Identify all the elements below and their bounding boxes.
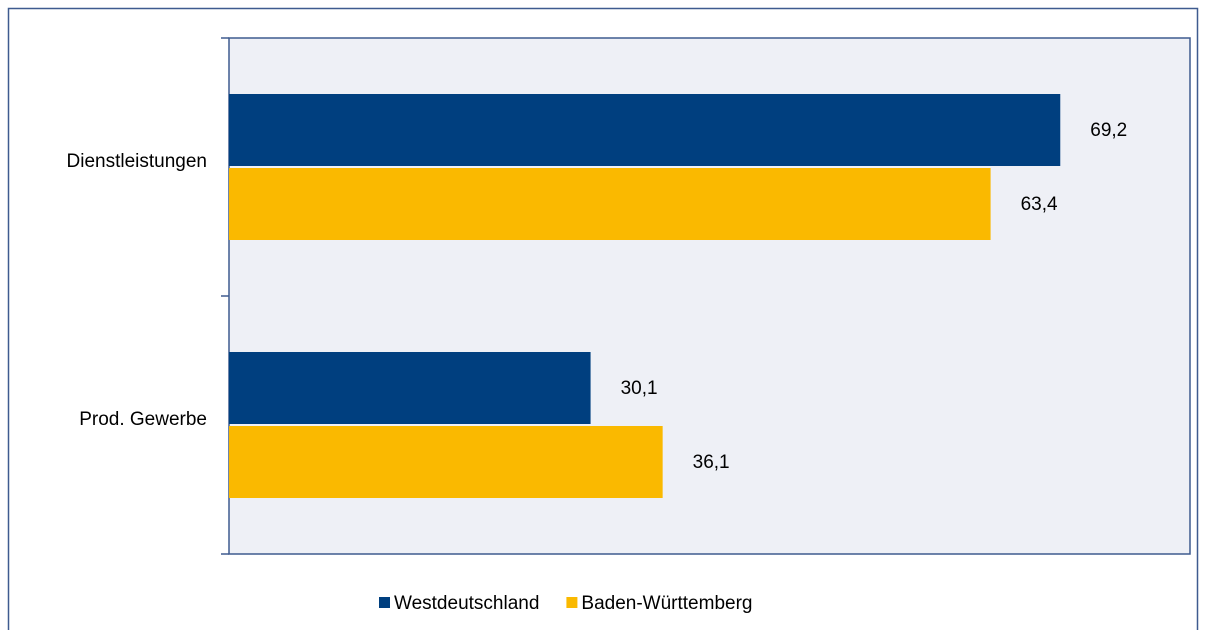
y-tick-label: Dienstleistungen xyxy=(67,151,207,172)
value-label: 63,4 xyxy=(1021,194,1058,215)
y-tick-label: Prod. Gewerbe xyxy=(79,409,207,430)
bar xyxy=(229,352,591,424)
legend-label: Westdeutschland xyxy=(394,593,539,614)
frame xyxy=(7,7,1199,630)
bar xyxy=(229,94,1061,166)
value-label: 36,1 xyxy=(693,452,730,473)
legend-swatch xyxy=(379,597,390,608)
legend-label: Baden-Württemberg xyxy=(581,593,752,614)
bar xyxy=(229,426,663,498)
legend-swatch xyxy=(566,597,578,608)
value-label: 69,2 xyxy=(1090,120,1127,141)
value-label: 30,1 xyxy=(621,378,658,399)
bar xyxy=(229,168,991,240)
